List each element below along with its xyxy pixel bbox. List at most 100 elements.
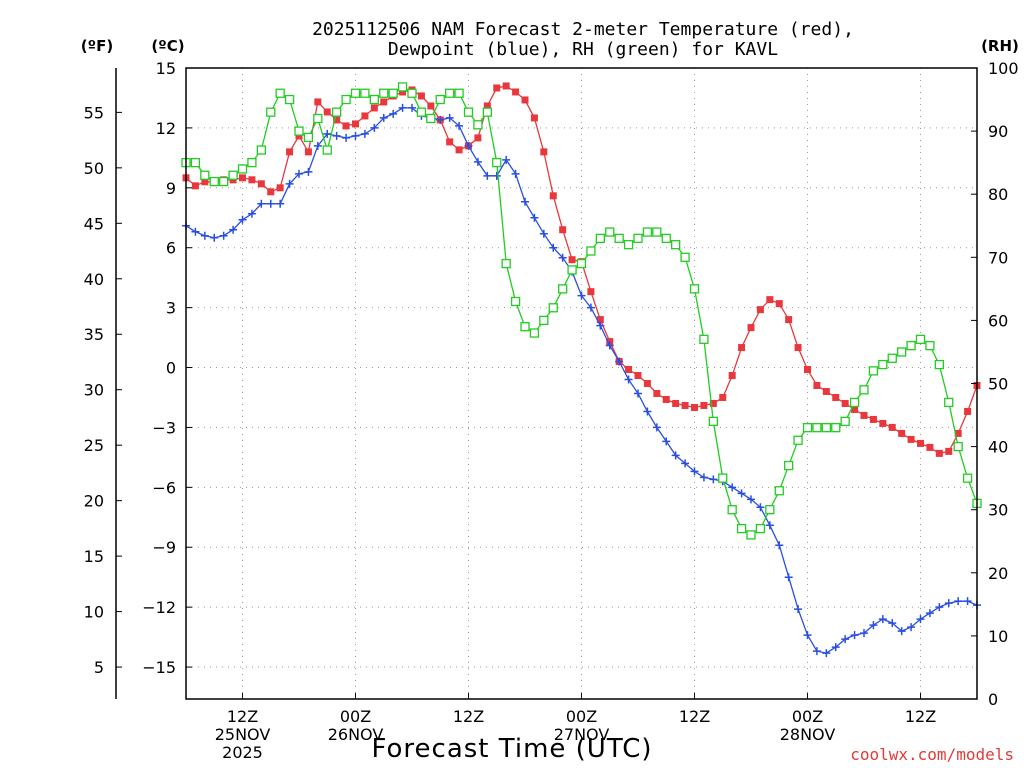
x-tick-label: 26NOV: [328, 725, 384, 744]
data-point: [482, 107, 492, 117]
data-point: [954, 429, 962, 437]
data-point: [840, 416, 850, 427]
data-point: [615, 357, 624, 366]
data-point: [775, 541, 784, 550]
series-rh: [181, 82, 982, 540]
data-point: [219, 231, 228, 240]
data-point: [821, 423, 831, 433]
data-point: [313, 141, 322, 150]
fahrenheit-tick-label: 10: [84, 603, 104, 622]
data-point: [248, 176, 256, 184]
data-point: [483, 102, 491, 110]
data-point: [577, 291, 586, 300]
data-point: [492, 171, 501, 180]
x-tick-label: 00Z: [340, 707, 371, 726]
data-point: [294, 126, 304, 136]
data-point: [210, 233, 219, 242]
fahrenheit-tick-label: 15: [84, 547, 104, 566]
celsius-tick-label: −3: [152, 418, 176, 437]
data-point: [559, 226, 567, 234]
data-point: [435, 94, 445, 105]
celsius-tick-label: 6: [166, 239, 176, 258]
data-point: [680, 252, 690, 262]
data-point: [191, 227, 200, 236]
data-point: [285, 179, 294, 188]
data-point: [794, 605, 803, 614]
data-point: [228, 170, 238, 180]
data-point: [953, 441, 963, 452]
data-point: [849, 397, 860, 408]
fahrenheit-tick-label: 35: [84, 325, 104, 344]
data-point: [323, 129, 332, 138]
data-point: [257, 180, 265, 188]
celsius-unit-label: (ºC): [151, 37, 184, 55]
data-point: [408, 103, 416, 112]
data-point: [831, 643, 840, 652]
data-point: [643, 407, 652, 416]
data-point: [793, 435, 803, 445]
data-point: [727, 505, 737, 515]
data-point: [379, 88, 389, 98]
data-point: [747, 495, 755, 504]
data-point: [709, 399, 717, 407]
data-point: [191, 182, 199, 190]
data-point: [785, 316, 793, 324]
data-point: [662, 437, 671, 446]
x-tick-label: 12Z: [453, 707, 484, 726]
data-point: [370, 104, 378, 112]
data-point: [888, 423, 896, 431]
fahrenheit-tick-label: 45: [84, 214, 104, 233]
data-point: [784, 573, 793, 582]
data-point: [427, 102, 435, 110]
data-point: [907, 435, 915, 443]
x-tick-label: 00Z: [566, 707, 597, 726]
celsius-tick-label: 15: [156, 59, 176, 78]
data-point: [417, 92, 425, 100]
data-point: [511, 169, 520, 178]
celsius-tick-label: −12: [142, 598, 176, 617]
data-point: [237, 164, 248, 174]
data-point: [803, 631, 812, 640]
data-point: [925, 340, 935, 351]
data-point: [643, 380, 651, 387]
data-point: [804, 366, 811, 374]
series-layer: [181, 82, 982, 658]
data-point: [634, 372, 642, 380]
data-point: [558, 284, 568, 294]
fahrenheit-unit-label: (ºF): [81, 37, 113, 55]
data-point: [238, 215, 247, 224]
data-point: [266, 107, 276, 117]
data-point: [558, 253, 567, 262]
x-tick-label: 28NOV: [780, 725, 836, 744]
data-point: [389, 109, 398, 118]
data-point: [247, 157, 257, 168]
data-point: [286, 148, 294, 156]
celsius-tick-label: −15: [142, 658, 176, 677]
data-point: [755, 523, 766, 534]
data-point: [671, 240, 681, 250]
data-point: [276, 184, 284, 192]
data-point: [831, 423, 841, 433]
data-point: [851, 405, 859, 413]
data-point: [926, 443, 934, 451]
data-point: [907, 623, 916, 632]
data-point: [699, 334, 709, 344]
data-point: [765, 505, 775, 515]
data-point: [426, 113, 436, 124]
series-2-meter-temperature: [182, 82, 981, 457]
data-point: [605, 227, 615, 237]
data-point: [897, 627, 906, 636]
data-point: [567, 265, 577, 275]
data-point: [190, 157, 201, 168]
data-point: [812, 647, 821, 656]
data-point: [633, 233, 643, 244]
data-point: [540, 148, 548, 156]
data-point: [906, 340, 916, 351]
data-point: [341, 94, 351, 105]
x-tick-label: 00Z: [792, 707, 823, 726]
data-point: [276, 199, 285, 208]
data-point: [474, 134, 482, 142]
data-point: [257, 199, 266, 208]
data-point: [200, 170, 210, 180]
